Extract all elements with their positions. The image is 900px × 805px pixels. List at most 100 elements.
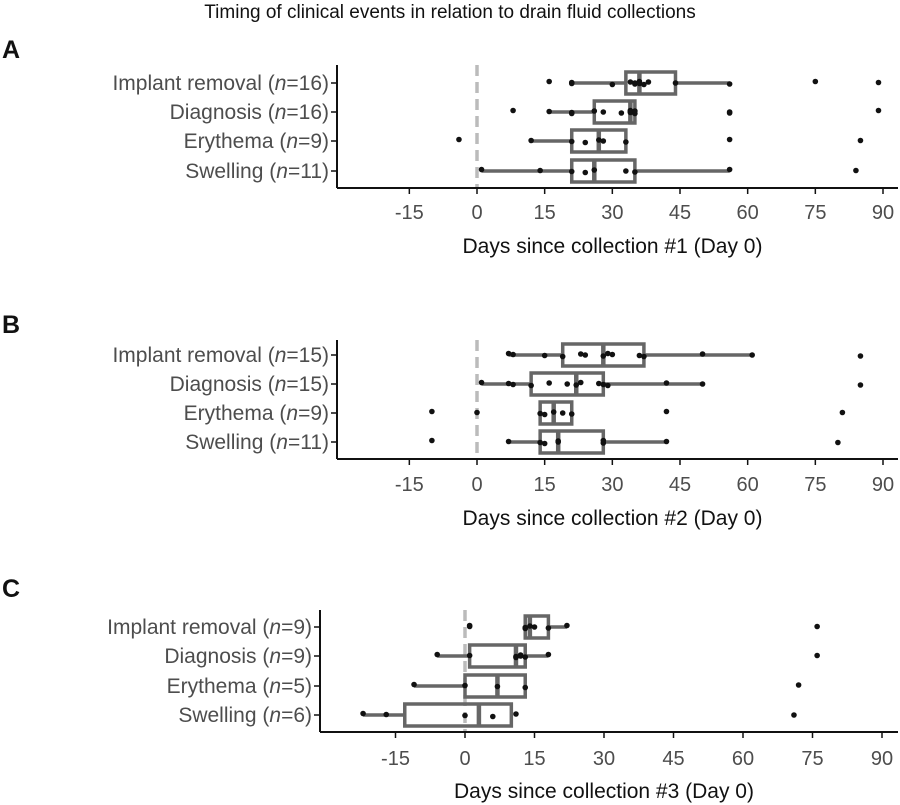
data-point (632, 81, 638, 87)
panel-letter: C (2, 575, 20, 603)
data-point (510, 381, 516, 388)
data-point (568, 80, 575, 87)
panel-letter: B (2, 311, 20, 339)
data-point (699, 381, 706, 387)
data-point (564, 622, 570, 629)
data-point (528, 137, 534, 144)
x-tick-label: 30 (601, 474, 623, 496)
data-point (632, 108, 638, 114)
x-tick-label: -15 (395, 474, 424, 496)
data-point (559, 353, 566, 360)
data-point (749, 352, 755, 358)
category-n-symbol: n (275, 373, 287, 396)
data-point (600, 381, 607, 388)
data-point (568, 110, 575, 117)
data-point (564, 381, 571, 387)
data-point (462, 682, 468, 689)
category-n-value: =9) (298, 402, 329, 425)
category-name: Swelling (185, 160, 263, 183)
data-point (522, 654, 529, 660)
series-implant-removal: Implant removal (n=9) (107, 614, 820, 640)
x-tick-label: -15 (381, 748, 410, 770)
data-point (466, 623, 473, 630)
category-n-value: =9) (281, 616, 312, 639)
data-point (510, 351, 516, 358)
x-tick-label: 15 (534, 202, 556, 224)
series-diagnosis: Diagnosis (n=9) (164, 643, 820, 669)
category-open-paren: ( (257, 616, 270, 639)
data-point (600, 138, 607, 144)
x-axis-title: Days since collection #1 (Day 0) (463, 235, 763, 258)
category-name: Erythema (184, 130, 274, 153)
data-point (383, 711, 390, 718)
category-name: Erythema (184, 402, 274, 425)
data-point (618, 110, 625, 116)
data-point (791, 712, 797, 718)
category-name: Swelling (178, 704, 256, 727)
x-tick-label: 90 (871, 748, 893, 770)
category-label: Diagnosis (n=9) (164, 645, 312, 668)
category-n-symbol: n (269, 616, 281, 639)
data-point (600, 109, 607, 115)
data-point (609, 81, 616, 88)
data-point (559, 410, 566, 416)
data-point (591, 167, 598, 173)
x-tick-label: 75 (804, 202, 826, 224)
x-tick-label: 45 (662, 748, 684, 770)
x-tick-label: 75 (804, 474, 826, 496)
category-n-symbol: n (276, 160, 288, 183)
data-point (541, 440, 548, 447)
category-n-value: =15) (286, 344, 329, 367)
data-point (537, 439, 543, 446)
data-point (663, 408, 670, 415)
series-swelling: Swelling (n=11) (185, 429, 841, 455)
category-name: Implant removal (112, 72, 261, 95)
category-n-symbol: n (275, 72, 287, 95)
data-point (582, 139, 589, 146)
x-tick-label: 60 (737, 202, 759, 224)
x-tick-label: 60 (737, 474, 759, 496)
data-point (641, 81, 647, 88)
data-point (474, 409, 480, 416)
x-tick-label: 90 (872, 474, 894, 496)
data-point (541, 411, 548, 418)
data-point (627, 109, 634, 116)
data-point (726, 81, 733, 87)
data-point (623, 139, 629, 145)
data-point (835, 439, 841, 446)
category-label: Erythema (n=5) (167, 675, 312, 698)
data-point (582, 352, 589, 358)
category-open-paren: ( (274, 130, 287, 153)
series-swelling: Swelling (n=6) (178, 702, 797, 728)
category-n-symbol: n (269, 645, 281, 668)
category-name: Erythema (167, 675, 257, 698)
x-tick-label: 0 (471, 474, 482, 496)
x-tick-label: 30 (601, 202, 623, 224)
data-point (545, 625, 552, 631)
category-n-value: =15) (286, 373, 329, 396)
data-point (600, 437, 607, 444)
category-n-value: =11) (288, 431, 329, 454)
category-n-symbol: n (269, 675, 281, 698)
series-erythema: Erythema (n=9) (184, 400, 846, 426)
data-point (641, 353, 647, 360)
category-label: Diagnosis (n=16) (170, 101, 329, 124)
data-point (605, 382, 611, 389)
category-label: Erythema (n=9) (184, 130, 329, 153)
series-diagnosis: Diagnosis (n=15) (170, 371, 864, 397)
x-axis-title: Days since collection #2 (Day 0) (463, 507, 763, 530)
x-tick-label: -15 (395, 202, 424, 224)
category-n-value: =9) (298, 130, 329, 153)
series-implant-removal: Implant removal (n=15) (112, 342, 864, 368)
data-point (636, 80, 643, 87)
data-point (456, 136, 462, 143)
data-point (490, 713, 496, 720)
data-point (528, 382, 534, 389)
category-open-paren: ( (257, 704, 270, 727)
data-point (814, 623, 820, 630)
panel-B: B Implant removal (n=15) Diagnosis (n=15) E… (2, 311, 898, 530)
data-point (609, 351, 616, 358)
category-n-value: =5) (281, 675, 312, 698)
data-point (573, 382, 580, 388)
